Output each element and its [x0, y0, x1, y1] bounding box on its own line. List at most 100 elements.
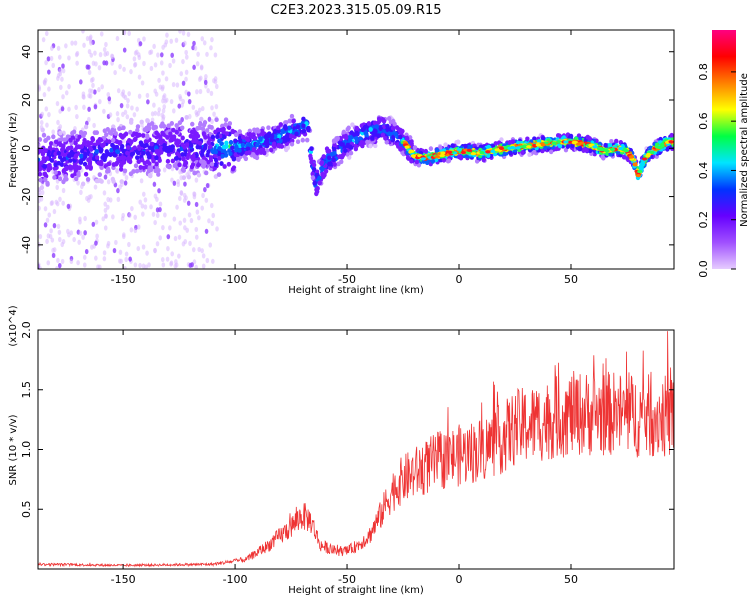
spectrogram-noise-point: [206, 88, 210, 94]
spectrogram-ridge-point: [251, 152, 256, 157]
spectrogram-ridge-point: [443, 142, 448, 148]
spectrogram-noise-point: [105, 50, 110, 57]
spectrogram-noise-point: [125, 114, 130, 120]
spectrogram-ridge-point: [230, 145, 235, 151]
spectrogram-ridge-point: [154, 161, 159, 167]
spectrogram-ridge-point: [149, 141, 154, 147]
x-tick-label: 0: [456, 573, 463, 586]
spectrogram-y-ticks: -40 -20 0 20 40: [20, 45, 674, 254]
spectrogram-ridge-point: [118, 166, 124, 172]
spectrogram-noise-point: [192, 40, 196, 46]
spectrogram-ridge-point: [97, 172, 103, 178]
spectrogram-ridge-point: [428, 146, 434, 152]
spectrogram-ridge-point: [171, 127, 176, 133]
spectrogram-x-label: Height of straight line (km): [288, 285, 424, 296]
spectrogram-ridge-point: [181, 175, 187, 181]
spectrogram-ridge-point: [237, 148, 242, 153]
spectrogram-ridge-point: [255, 142, 260, 148]
spectrogram-ridge-point: [45, 180, 50, 186]
spectrogram-ridge-point: [175, 138, 180, 144]
spectrogram-noise-point: [132, 56, 137, 62]
spectrogram-ridge-point: [156, 139, 162, 145]
spectrogram-ridge-point: [77, 134, 82, 140]
spectrogram-noise-point: [211, 212, 216, 219]
spectrogram-noise-point: [97, 87, 101, 93]
spectrogram-ridge-point: [317, 175, 322, 181]
spectrogram-noise-point: [70, 40, 74, 46]
spectrogram-core-point: [654, 145, 660, 149]
spectrogram-ridge-point: [84, 164, 90, 170]
spectrogram-noise-point: [44, 30, 49, 37]
spectrogram-ridge-point: [245, 146, 251, 152]
spectrogram-noise-point: [210, 118, 214, 125]
spectrogram-ridge-point: [87, 159, 93, 165]
spectrogram-noise-point: [157, 107, 162, 113]
spectrogram-ridge-point: [327, 165, 333, 171]
spectrogram-noise-point: [153, 110, 158, 116]
spectrogram-noise-point: [67, 55, 71, 61]
spectrogram-ridge-point: [189, 164, 195, 170]
spectrogram-ridge-point: [587, 148, 593, 154]
spectrogram-ridge-point: [38, 171, 43, 177]
spectrogram-noise-point: [103, 207, 108, 213]
spectrogram-noise-point: [138, 262, 142, 269]
spectrogram-noise-point: [186, 200, 191, 206]
spectrogram-noise-point: [152, 181, 157, 187]
snr-y-label: SNR (10 * v/v): [8, 414, 19, 485]
spectrogram-noise-point: [171, 81, 176, 88]
spectrogram-ridge-point: [391, 134, 396, 140]
spectrogram-ridge-point: [213, 162, 218, 168]
spectrogram-noise-point: [87, 69, 92, 76]
spectrogram-ridge-point: [331, 138, 337, 144]
spectrogram-ridge-point: [139, 142, 145, 147]
spectrogram-ridge-point: [60, 157, 65, 163]
spectrogram-core-point: [599, 148, 605, 152]
spectrogram-ridge-point: [202, 145, 208, 151]
spectrogram-noise-point: [41, 37, 46, 43]
spectrogram-noise-point: [82, 94, 86, 100]
spectrogram-ridge-point: [123, 131, 129, 137]
spectrogram-ridge-point: [481, 157, 486, 163]
spectrogram-ridge-point: [205, 152, 210, 158]
spectrogram-ridge-point: [277, 143, 283, 149]
spectrogram-noise-point: [118, 184, 122, 190]
spectrogram-noise-point: [67, 84, 71, 90]
spectrogram-noise-point: [194, 177, 199, 183]
spectrogram-noise-point: [121, 111, 125, 117]
spectrogram-ridge-point: [88, 147, 94, 152]
spectrogram-noise-point: [61, 94, 65, 100]
spectrogram-noise-point: [83, 230, 87, 236]
spectrogram-ridge-point: [230, 166, 236, 172]
spectrogram-marks: [38, 30, 674, 269]
colorbar-tick-label: 0.6: [697, 112, 710, 130]
spectrogram-core-point: [498, 146, 505, 150]
spectrogram-noise-point: [93, 89, 97, 95]
spectrogram-noise-point: [107, 135, 112, 141]
spectrogram-ridge-point: [224, 131, 230, 137]
spectrogram-noise-point: [211, 258, 215, 264]
spectrogram-ridge-point: [186, 152, 191, 158]
spectrogram-ridge-point: [226, 125, 232, 131]
spectrogram-ridge-point: [196, 162, 201, 168]
spectrogram-core-point: [592, 145, 598, 149]
spectrogram-noise-point: [183, 40, 187, 46]
spectrogram-noise-point: [94, 240, 98, 246]
spectrogram-core-point: [539, 142, 545, 146]
spectrogram-noise-point: [102, 250, 107, 256]
spectrogram-ridge-point: [70, 130, 75, 136]
spectrogram-ridge-point: [288, 133, 294, 139]
spectrogram-ridge-point: [43, 148, 48, 154]
spectrogram-ridge-point: [507, 140, 513, 145]
spectrogram-noise-point: [52, 247, 57, 253]
spectrogram-ridge-point: [366, 121, 372, 126]
spectrogram-ridge-point: [272, 129, 278, 135]
spectrogram-ridge-point: [394, 125, 400, 130]
spectrogram-noise-point: [199, 64, 204, 70]
spectrogram-ridge-point: [94, 148, 99, 154]
spectrogram-ridge-point: [252, 127, 257, 133]
spectrogram-ridge-point: [373, 143, 378, 149]
spectrogram-core-point: [535, 143, 541, 147]
spectrogram-core-point: [645, 152, 652, 157]
spectrogram-noise-point: [195, 112, 199, 118]
spectrogram-ridge-point: [128, 120, 134, 125]
